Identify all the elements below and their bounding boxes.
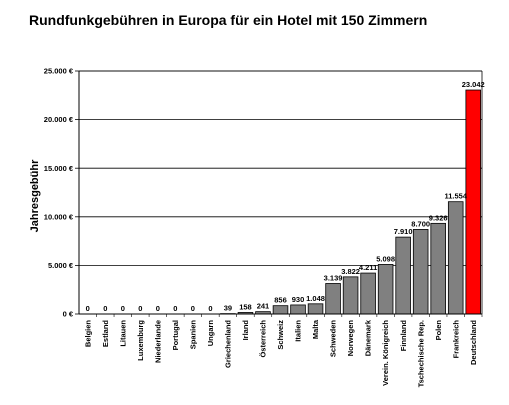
bar-20	[430, 222, 446, 315]
data-label-15: 3.822	[341, 267, 360, 276]
bar-14	[325, 283, 341, 315]
bar-12	[290, 304, 306, 315]
bar-18	[395, 236, 411, 315]
data-label-18: 7.910	[394, 227, 413, 236]
x-tick-label-1: Estland	[101, 320, 110, 348]
x-tick-label-13: Malta	[311, 319, 320, 339]
chart-title: Rundfunkgebühren in Europa für ein Hotel…	[29, 12, 427, 28]
x-tick-label-9: Irland	[241, 320, 250, 341]
x-tick-label-17: Verein. Königreich	[381, 320, 390, 386]
x-tick-label-14: Schweden	[329, 320, 338, 358]
y-ticks: 0 € 5.000 € 10.000 € 15.000 € 20.000 € 25.000…	[44, 67, 79, 319]
data-label-9: 158	[239, 302, 252, 311]
x-tick-label-10: Österreich	[259, 320, 268, 358]
y-tick-label: 0 €	[63, 310, 74, 319]
y-tick-label: 15.000 €	[44, 164, 74, 173]
x-tick-label-20: Polen	[434, 320, 443, 341]
data-label-17: 5.098	[376, 254, 395, 263]
bar-11	[272, 305, 289, 315]
data-label-7: 0	[208, 304, 212, 313]
data-label-1: 0	[103, 304, 107, 313]
data-label-4: 0	[156, 304, 160, 313]
data-label-10: 241	[257, 302, 270, 311]
data-label-6: 0	[191, 304, 195, 313]
data-label-3: 0	[138, 304, 142, 313]
bars	[220, 89, 481, 315]
x-ticks: Belgien Estland Litauen Luxemburg Niederland…	[83, 314, 483, 387]
data-label-22: 23.042	[462, 80, 485, 89]
bar-22	[465, 89, 481, 315]
data-label-21: 11.554	[444, 192, 467, 201]
data-label-16: 4.211	[359, 263, 377, 272]
x-tick-label-0: Belgien	[83, 320, 92, 348]
data-label-13: 1.048	[306, 294, 325, 303]
y-axis-label: Jahresgebühr	[29, 159, 41, 232]
data-label-0: 0	[86, 304, 90, 313]
bar-19	[412, 229, 429, 315]
data-label-19: 8.700	[411, 219, 430, 228]
y-tick-label: 25.000 €	[44, 67, 74, 76]
bar-15	[342, 276, 359, 315]
data-label-11: 856	[274, 296, 287, 305]
x-tick-label-15: Norwegen	[346, 320, 355, 357]
data-label-8: 39	[224, 304, 232, 313]
bar-17	[377, 264, 394, 315]
bar-13	[307, 303, 324, 315]
data-labels: 0 0 0 0 0 0 0 0 39 158 241 856 930 1.048 3.1393.8224.2…	[86, 80, 485, 313]
x-tick-label-22: Deutschland	[469, 320, 478, 365]
x-tick-label-4: Niederlande	[153, 320, 162, 363]
x-tick-label-7: Ungarn	[206, 320, 215, 347]
axes	[78, 70, 483, 315]
x-tick-label-18: Finnland	[399, 320, 408, 352]
x-tick-label-2: Litauen	[118, 320, 127, 347]
data-label-2: 0	[121, 304, 125, 313]
x-tick-label-12: Italien	[294, 320, 303, 342]
data-label-5: 0	[173, 304, 177, 313]
x-tick-label-11: Schweiz	[276, 320, 285, 350]
x-tick-label-19: Tschechische Rep.	[416, 320, 425, 387]
bar-16	[360, 272, 376, 315]
x-tick-label-16: Dänemark	[364, 319, 373, 356]
x-tick-label-5: Portugal	[171, 320, 180, 350]
x-tick-label-3: Luxemburg	[136, 320, 145, 361]
data-label-12: 930	[292, 295, 305, 304]
x-tick-label-6: Spanien	[188, 320, 197, 350]
data-label-14: 3.139	[324, 273, 343, 282]
data-label-20: 9.326	[429, 213, 448, 222]
bar-21	[447, 201, 464, 315]
y-tick-label: 20.000 €	[44, 115, 74, 124]
y-tick-label: 10.000 €	[44, 212, 74, 221]
y-tick-label: 5.000 €	[48, 261, 74, 270]
x-tick-label-8: Griechenland	[224, 320, 233, 368]
x-tick-label-21: Frankreich	[451, 320, 460, 359]
